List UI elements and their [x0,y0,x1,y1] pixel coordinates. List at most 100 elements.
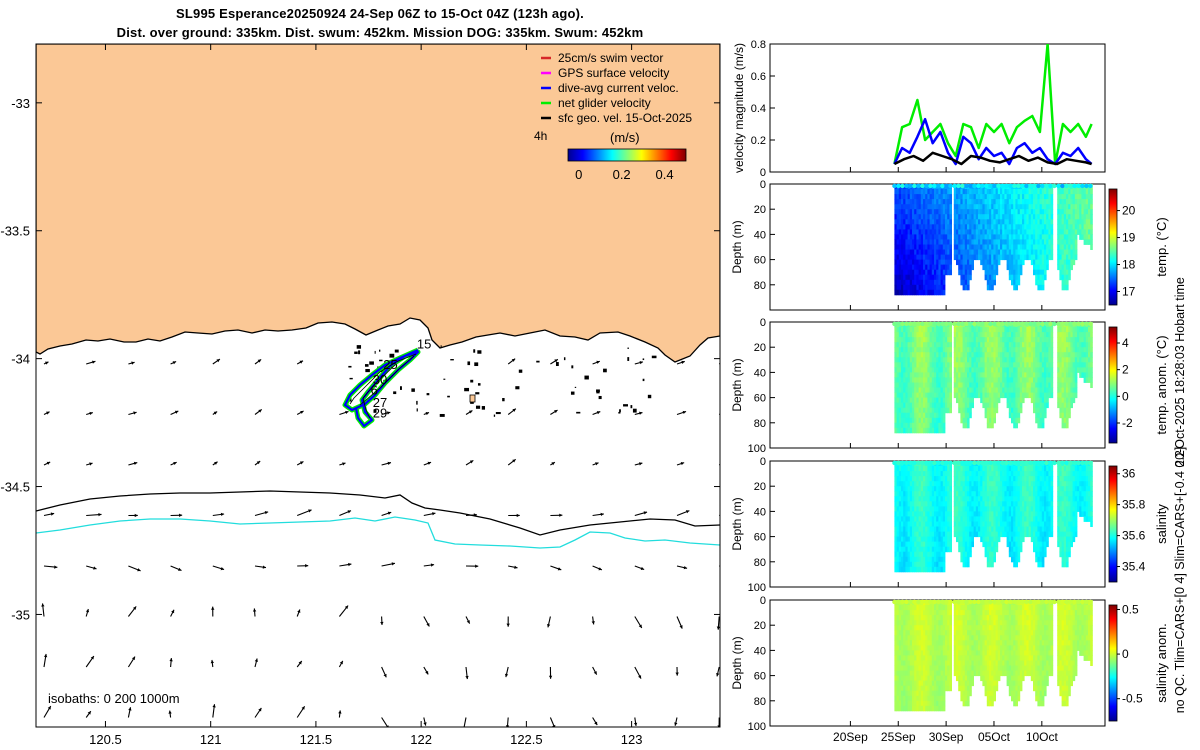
profile-cell [971,476,974,482]
profile-cell [1063,417,1067,424]
profile-cell [991,204,994,210]
profile-cell [903,284,906,291]
profile-cell [960,249,963,255]
profile-cell [916,481,919,487]
profile-cell [964,189,968,195]
profile-cell [1002,506,1005,512]
profile-cell [958,501,961,507]
profile-cell [964,536,968,543]
profile-cell [1063,224,1067,230]
profile-cell [1024,327,1027,333]
profile-cell [1035,382,1038,388]
profile-cell [1066,274,1069,281]
profile-cell [975,481,979,487]
profile-cell [991,229,994,235]
profile-cell [1019,526,1023,532]
profile-cell [978,521,981,527]
profile-cell [1008,357,1012,363]
profile-cell [984,342,988,348]
profile-cell [975,461,979,467]
profile-cell [929,461,933,467]
profile-cell [958,541,961,548]
profile-cell [1017,234,1021,240]
profile-cell [918,402,922,409]
profile-cell [938,461,941,467]
profile-cell [1011,204,1014,210]
profile-cell [1011,412,1014,419]
profile-cell [1046,214,1049,220]
profile-cell [925,387,928,393]
profile-cell [962,526,966,532]
profile-cell [925,342,928,348]
profile-cell [1035,327,1038,333]
profile-cell [894,332,897,338]
profile-cell [980,322,983,328]
profile-cell [898,422,902,429]
profile-cell [907,536,911,543]
profile-cell [962,367,966,373]
profile-cell [940,352,944,358]
profile-cell [997,189,1001,195]
surface-sample [944,321,949,327]
profile-cell [947,466,950,472]
profile-cell [1033,259,1036,266]
profile-cell [995,234,999,240]
profile-cell [905,224,908,230]
profile-cell [894,377,897,383]
profile-cell [964,199,968,205]
profile-cell [1090,219,1093,225]
profile-cell [940,219,944,225]
profile-cell [929,362,933,368]
profile-cell [920,239,924,245]
profile-cell [1048,254,1051,261]
profile-cell [964,322,968,328]
profile-cell [964,327,968,333]
profile-cell [956,496,959,502]
profile-cell [901,382,904,388]
profile-cell [925,199,928,205]
profile-cell [905,417,908,424]
profile-cell [1077,199,1080,205]
profile-cell [1059,274,1062,281]
profile-cell [907,249,911,255]
profile-cell [1046,322,1049,328]
profile-cell [975,511,979,517]
surface-sample [948,321,953,327]
profile-cell [896,284,900,291]
profile-cell [1083,352,1087,358]
profile-cell [1015,407,1018,414]
profile-cell [903,254,906,261]
profile-cell [956,506,959,512]
profile-cell [984,352,988,358]
profile-cell [1057,347,1060,353]
profile-cell [1046,347,1049,353]
profile-cell [953,377,957,383]
profile-cell [984,412,988,419]
profile-cell [896,476,900,482]
profile-cell [980,506,983,512]
profile-cell [982,392,985,399]
profile-cell [997,481,1001,487]
profile-cell [1057,204,1060,210]
profile-cell [1044,234,1047,240]
profile-cell [995,184,999,190]
profile-cell [1039,337,1043,343]
surface-sample [916,321,921,327]
profile-cell [1015,501,1018,507]
profile-cell [920,501,924,507]
profile-cell [1070,367,1073,373]
profile-cell [938,546,941,553]
profile-cell [1008,481,1012,487]
profile-cell [1000,377,1003,383]
profile-cell [912,224,915,230]
profile-cell [940,367,944,373]
profile-cell [1044,194,1047,200]
profile-cell [980,377,983,383]
profile-cell [986,461,990,467]
profile-cell [982,526,985,532]
profile-cell [903,461,906,467]
profile-cell [1026,224,1029,230]
profile-cell [896,184,900,190]
profile-cell [973,367,977,373]
profile-cell [925,352,928,358]
